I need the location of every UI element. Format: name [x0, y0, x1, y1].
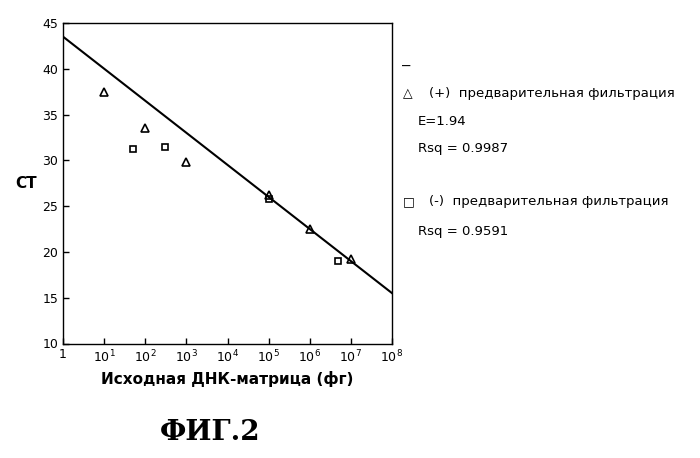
- Text: —: —: [402, 60, 411, 73]
- Text: △: △: [402, 87, 412, 100]
- Text: E=1.94: E=1.94: [418, 115, 466, 128]
- Text: Rsq = 0.9987: Rsq = 0.9987: [418, 142, 508, 155]
- Text: □: □: [402, 195, 414, 208]
- X-axis label: Исходная ДНК-матрица (фг): Исходная ДНК-матрица (фг): [102, 371, 354, 387]
- Text: (+)  предварительная фильтрация: (+) предварительная фильтрация: [429, 87, 675, 100]
- Text: ФИГ.2: ФИГ.2: [160, 419, 260, 446]
- Text: Rsq = 0.9591: Rsq = 0.9591: [418, 225, 508, 238]
- Y-axis label: СТ: СТ: [15, 176, 36, 191]
- Text: (-)  предварительная фильтрация: (-) предварительная фильтрация: [429, 195, 668, 208]
